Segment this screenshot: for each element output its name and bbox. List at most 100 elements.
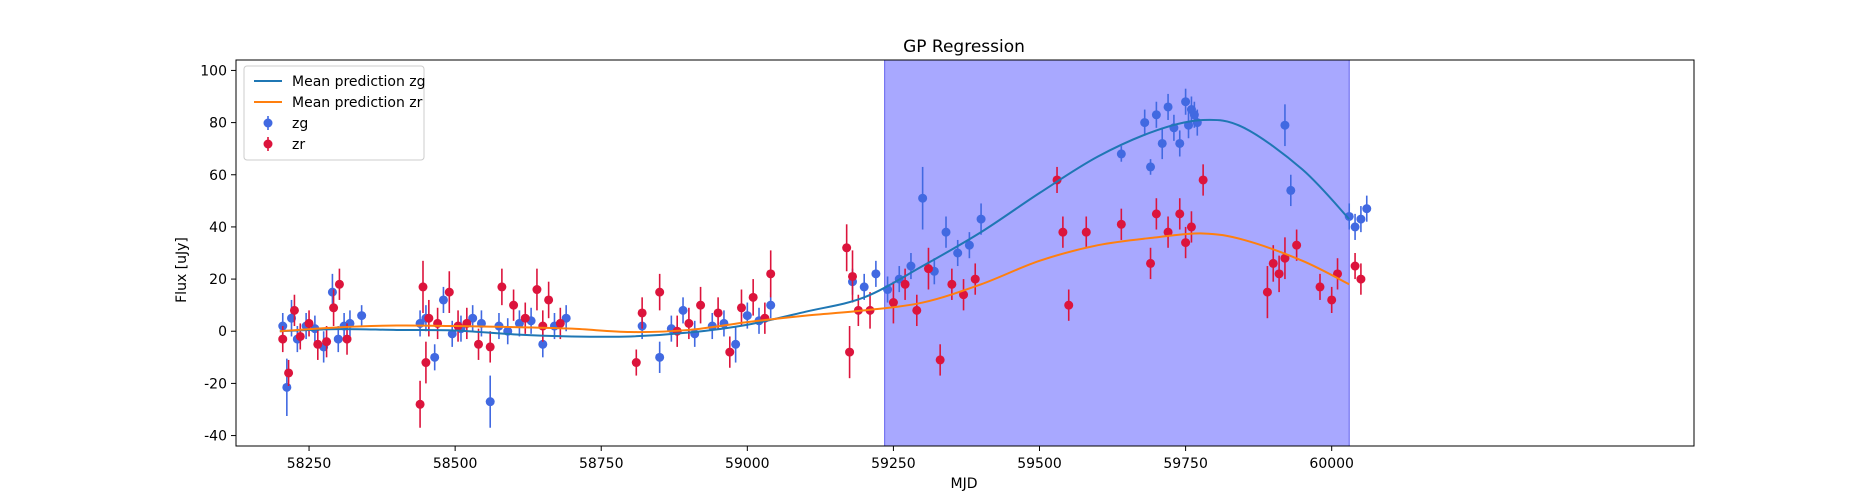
x-tick-label: 59500	[1017, 456, 1062, 472]
data-point-zr	[418, 282, 428, 292]
data-point-zr	[959, 290, 969, 300]
y-tick-label: 40	[209, 220, 227, 236]
data-point-zr	[845, 347, 855, 357]
data-point-zr	[935, 355, 945, 365]
x-tick-label: 60000	[1309, 456, 1354, 472]
data-point-zr	[912, 305, 922, 315]
data-point-zr	[284, 368, 294, 378]
data-point-zr	[1262, 287, 1272, 297]
data-point-zg	[976, 214, 986, 224]
data-point-zg	[438, 295, 448, 305]
data-point-zg	[1116, 149, 1126, 159]
data-point-zr	[1151, 209, 1161, 219]
data-point-zr	[509, 300, 519, 310]
data-point-zr	[424, 313, 434, 323]
data-point-zr	[1327, 295, 1337, 305]
data-point-zg	[327, 287, 337, 297]
data-point-zg	[561, 313, 571, 323]
data-point-zg	[1362, 204, 1372, 214]
data-point-zg	[357, 311, 367, 321]
data-point-zr	[1356, 274, 1366, 284]
legend-entry: zg	[263, 116, 308, 132]
y-tick-label: -20	[204, 376, 227, 392]
data-point-zr	[1116, 219, 1126, 229]
series-zr	[278, 164, 1366, 428]
data-point-zr	[555, 318, 565, 328]
data-point-zg	[1157, 138, 1167, 148]
data-point-zr	[696, 300, 706, 310]
data-point-zg	[918, 193, 928, 203]
data-point-zr	[520, 313, 530, 323]
data-point-zg	[514, 318, 524, 328]
data-point-zg	[1356, 214, 1366, 224]
data-point-zr	[947, 279, 957, 289]
data-point-zg	[1181, 97, 1191, 107]
data-point-zg	[333, 334, 343, 344]
x-tick-label: 59250	[871, 456, 916, 472]
data-point-zr	[766, 269, 776, 279]
line-Mean prediction zr	[279, 232, 1350, 334]
data-point-zr	[888, 298, 898, 308]
data-point-zr	[334, 279, 344, 289]
legend-label: zg	[292, 116, 308, 132]
data-point-zg	[447, 329, 457, 339]
legend-label: Mean prediction zr	[292, 95, 423, 111]
data-point-zr	[848, 271, 858, 281]
data-point-zr	[684, 318, 694, 328]
data-point-zr	[725, 347, 735, 357]
data-point-zg	[906, 261, 916, 271]
data-point-zr	[415, 399, 425, 409]
y-tick-label: 100	[200, 63, 227, 79]
data-point-zg	[1140, 118, 1150, 128]
data-point-zr	[485, 342, 495, 352]
data-point-zr	[538, 321, 548, 331]
data-point-zg	[1151, 110, 1161, 120]
data-point-zr	[304, 318, 314, 328]
data-point-zg	[485, 397, 495, 407]
legend-box	[243, 65, 425, 161]
data-point-zr	[900, 279, 910, 289]
data-point-zg	[941, 227, 951, 237]
y-tick-label: 80	[209, 116, 227, 132]
data-point-zr	[532, 285, 542, 295]
legend: Mean prediction zg Mean prediction zr zg zr	[243, 65, 426, 161]
data-point-zg	[742, 311, 752, 321]
data-point-zr	[444, 287, 454, 297]
x-axis-label: MJD	[951, 476, 978, 492]
data-point-zg	[1280, 120, 1290, 130]
data-point-zr	[544, 295, 554, 305]
plot-area	[235, 59, 1695, 447]
data-point-zr	[923, 264, 933, 274]
data-point-zr	[1175, 209, 1185, 219]
data-point-zr	[342, 334, 352, 344]
data-point-zr	[1181, 238, 1191, 248]
data-point-zg	[766, 300, 776, 310]
data-point-zr	[748, 292, 758, 302]
data-point-zg	[655, 352, 665, 362]
data-point-zr	[1198, 175, 1208, 185]
data-point-zg	[871, 269, 881, 279]
data-point-zr	[278, 334, 288, 344]
data-point-zg	[1344, 211, 1354, 221]
data-point-zr	[295, 331, 305, 341]
data-point-zg	[1163, 102, 1173, 112]
data-point-zr	[329, 303, 339, 313]
legend-marker-swatch	[263, 118, 273, 128]
data-point-zg	[282, 382, 292, 392]
data-point-zr	[1268, 258, 1278, 268]
data-point-zr	[497, 282, 507, 292]
data-point-zg	[964, 240, 974, 250]
data-point-zr	[1292, 240, 1302, 250]
x-tick-label: 58750	[579, 456, 624, 472]
legend-label: Mean prediction zg	[292, 74, 426, 90]
data-point-zr	[1146, 258, 1156, 268]
data-point-zg	[1286, 185, 1296, 195]
data-point-zr	[713, 308, 723, 318]
y-axis: -40 -20 0 20 40 60 80 100	[200, 63, 236, 445]
x-tick-label: 58500	[433, 456, 478, 472]
data-point-zr	[637, 308, 647, 318]
data-point-zg	[953, 248, 963, 258]
data-point-zr	[736, 303, 746, 313]
data-point-zg	[1175, 138, 1185, 148]
